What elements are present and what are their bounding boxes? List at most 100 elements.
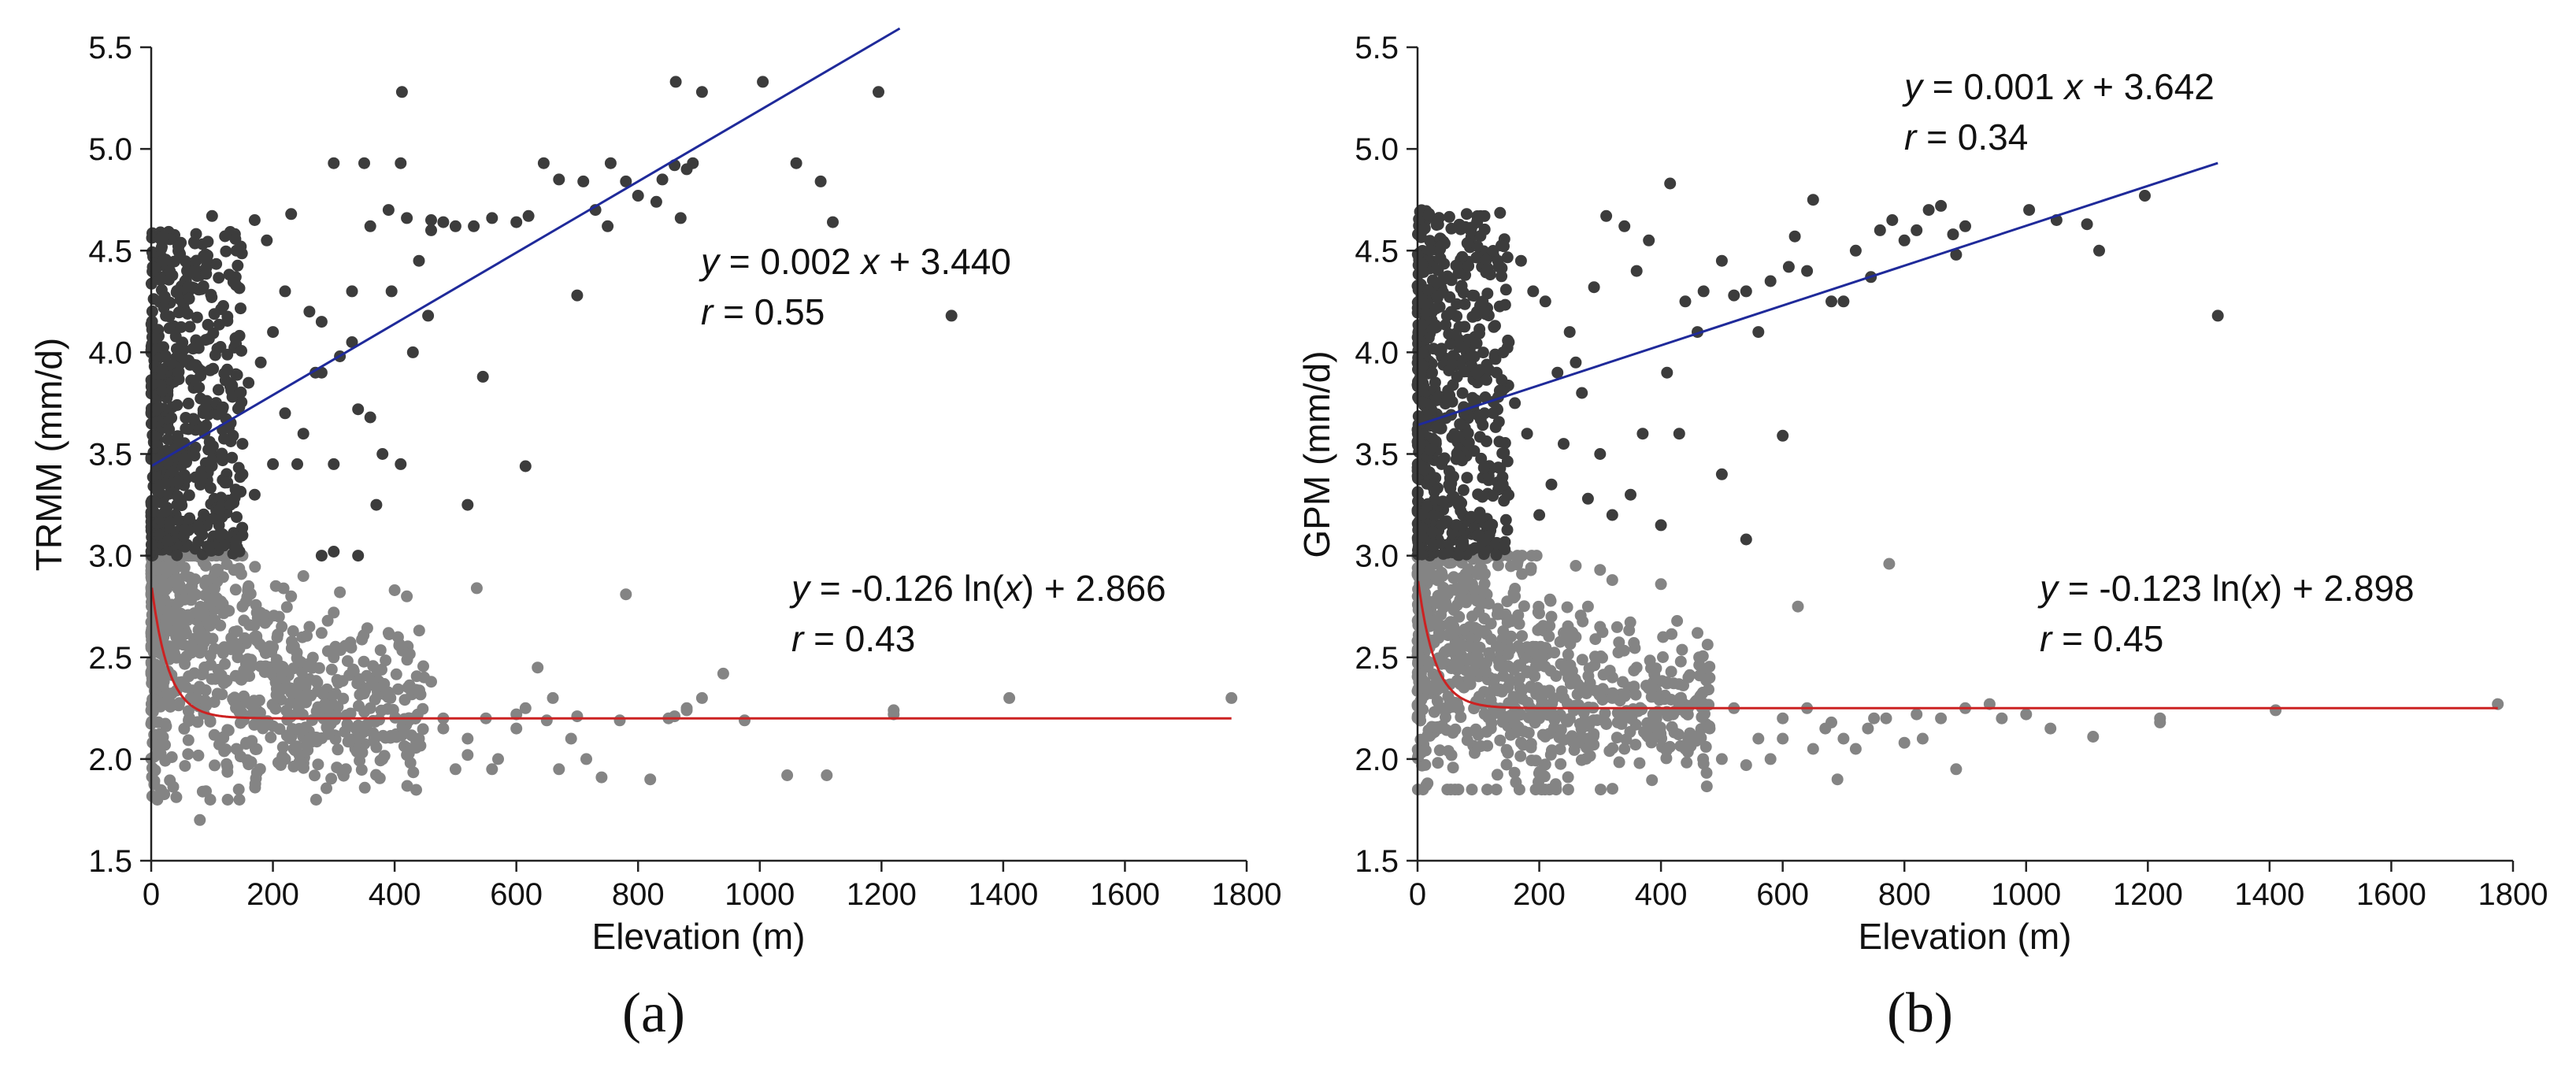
y-tick-label: 3.0 bbox=[1355, 539, 1399, 574]
light-point bbox=[170, 791, 183, 803]
light-point bbox=[1671, 615, 1684, 627]
dark-point bbox=[1423, 208, 1436, 220]
dark-point bbox=[790, 157, 802, 169]
dark-point bbox=[571, 289, 584, 302]
light-point bbox=[1225, 691, 1238, 704]
light-point bbox=[1677, 679, 1689, 691]
light-point bbox=[154, 747, 167, 760]
light-point bbox=[1471, 594, 1483, 606]
light-point bbox=[321, 782, 332, 795]
light-point bbox=[392, 683, 405, 695]
light-point bbox=[332, 743, 344, 756]
light-point bbox=[1412, 748, 1425, 761]
light-point bbox=[1613, 756, 1625, 769]
light-point bbox=[1589, 651, 1602, 664]
dark-point bbox=[945, 309, 958, 322]
light-point bbox=[275, 667, 287, 680]
light-point bbox=[191, 692, 203, 705]
light-point bbox=[158, 583, 171, 595]
dark-point bbox=[236, 468, 249, 480]
light-point bbox=[387, 703, 399, 716]
dark-point bbox=[537, 157, 550, 169]
dark-point bbox=[1477, 419, 1489, 432]
light-point bbox=[233, 562, 246, 575]
light-point bbox=[367, 727, 380, 739]
light-point bbox=[390, 668, 402, 680]
dark-point bbox=[1499, 283, 1512, 296]
light-point bbox=[243, 580, 255, 592]
light-point bbox=[199, 589, 211, 602]
dark-point bbox=[680, 163, 693, 176]
light-point bbox=[180, 650, 193, 662]
dark-point bbox=[486, 212, 499, 224]
light-point bbox=[1574, 610, 1587, 622]
dark-point bbox=[254, 356, 267, 369]
light-point bbox=[492, 753, 504, 765]
light-point bbox=[297, 570, 309, 582]
light-point bbox=[410, 684, 422, 696]
dark-point bbox=[213, 318, 225, 331]
dark-point bbox=[1782, 261, 1795, 273]
light-point bbox=[1567, 704, 1580, 717]
light-point bbox=[285, 642, 298, 654]
light-point bbox=[382, 686, 395, 698]
light-point bbox=[1545, 610, 1558, 623]
dark-point bbox=[1448, 428, 1461, 440]
dark-point bbox=[158, 291, 171, 303]
light-point bbox=[1618, 644, 1630, 657]
light-point bbox=[246, 735, 258, 747]
dark-point bbox=[206, 513, 219, 525]
light-point bbox=[218, 745, 231, 758]
dark-point bbox=[1533, 509, 1546, 521]
light-point bbox=[1655, 578, 1667, 591]
light-point bbox=[398, 694, 411, 706]
dark-point bbox=[1416, 258, 1429, 271]
dark-point bbox=[1429, 319, 1442, 332]
light-point bbox=[1429, 570, 1442, 582]
dark-point bbox=[1475, 452, 1488, 465]
dark-point bbox=[182, 280, 195, 293]
light-point bbox=[339, 763, 352, 776]
dark-point bbox=[297, 428, 309, 440]
light-point bbox=[358, 781, 371, 794]
light-point bbox=[1547, 692, 1560, 705]
light-point bbox=[717, 667, 729, 680]
dark-point bbox=[1416, 346, 1429, 359]
light-point bbox=[157, 731, 169, 743]
light-point bbox=[303, 621, 316, 633]
light-point bbox=[739, 714, 751, 727]
light-point bbox=[1464, 666, 1477, 678]
light-point bbox=[1419, 758, 1432, 771]
dark-point bbox=[1496, 447, 1509, 460]
dark-point bbox=[1498, 240, 1510, 253]
light-point bbox=[1825, 716, 1837, 728]
light-point bbox=[279, 753, 291, 765]
dark-point bbox=[163, 322, 176, 335]
light-point bbox=[250, 598, 262, 611]
light-point bbox=[201, 615, 213, 628]
light-point bbox=[1525, 550, 1538, 562]
dark-point bbox=[1618, 220, 1631, 232]
lower-equation-b: y = -0.123 ln(x) + 2.898 bbox=[2037, 568, 2415, 609]
dark-point bbox=[1470, 367, 1483, 380]
light-point bbox=[1675, 691, 1687, 704]
light-point bbox=[300, 696, 312, 709]
dark-point bbox=[1462, 427, 1474, 439]
light-point bbox=[1597, 669, 1610, 681]
light-point bbox=[1464, 678, 1477, 691]
light-point bbox=[1433, 632, 1445, 644]
dark-point bbox=[577, 175, 590, 187]
dark-point bbox=[1424, 235, 1436, 247]
light-point bbox=[1513, 784, 1525, 796]
dark-point bbox=[632, 190, 644, 202]
dark-point bbox=[1484, 519, 1497, 532]
light-point bbox=[158, 788, 171, 801]
light-point bbox=[1624, 725, 1636, 738]
light-point bbox=[1419, 640, 1432, 653]
dark-point bbox=[180, 422, 192, 435]
light-point bbox=[1502, 648, 1514, 661]
light-point bbox=[1610, 732, 1623, 744]
x-tick-label: 200 bbox=[246, 877, 299, 912]
light-point bbox=[1494, 734, 1507, 747]
light-point bbox=[1680, 706, 1692, 719]
